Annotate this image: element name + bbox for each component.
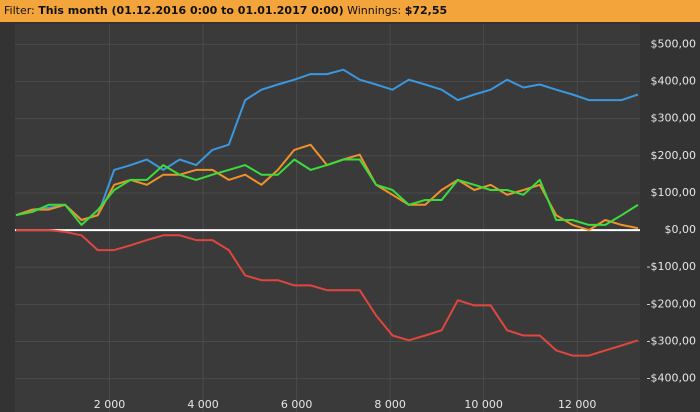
filter-value: This month (01.12.2016 0:00 to 01.01.201… <box>38 4 344 17</box>
y-tick-label: $500,00 <box>651 37 697 50</box>
y-tick-label: $300,00 <box>651 112 697 125</box>
filter-label: Filter: <box>4 4 35 17</box>
x-tick-label: 6 000 <box>281 398 313 411</box>
plot-area <box>15 24 640 412</box>
series-line <box>16 229 639 357</box>
x-tick-label: 4 000 <box>187 398 219 411</box>
x-tick-label: 2 000 <box>94 398 126 411</box>
y-tick-label: $0,00 <box>665 223 697 236</box>
x-tick-label: 12 000 <box>558 398 597 411</box>
chart: $500,00 $400,00 $300,00 $200,00 $100,00 $0,00… <box>0 22 700 412</box>
series-line <box>15 68 639 221</box>
series-line <box>15 158 639 226</box>
winnings-label: Winnings: <box>347 4 402 17</box>
y-tick-label: -$300,00 <box>647 334 696 347</box>
filter-bar: Filter: This month (01.12.2016 0:00 to 0… <box>0 0 700 22</box>
y-tick-label: -$100,00 <box>647 260 696 273</box>
x-tick-label: 10 000 <box>464 398 503 411</box>
y-tick-label: -$400,00 <box>647 372 696 385</box>
x-tick-label: 8 000 <box>374 398 406 411</box>
winnings-value: $72,55 <box>404 4 448 17</box>
y-tick-label: $400,00 <box>651 75 697 88</box>
y-tick-label: $100,00 <box>651 186 697 199</box>
y-tick-label: -$200,00 <box>647 297 696 310</box>
y-tick-label: $200,00 <box>651 149 697 162</box>
